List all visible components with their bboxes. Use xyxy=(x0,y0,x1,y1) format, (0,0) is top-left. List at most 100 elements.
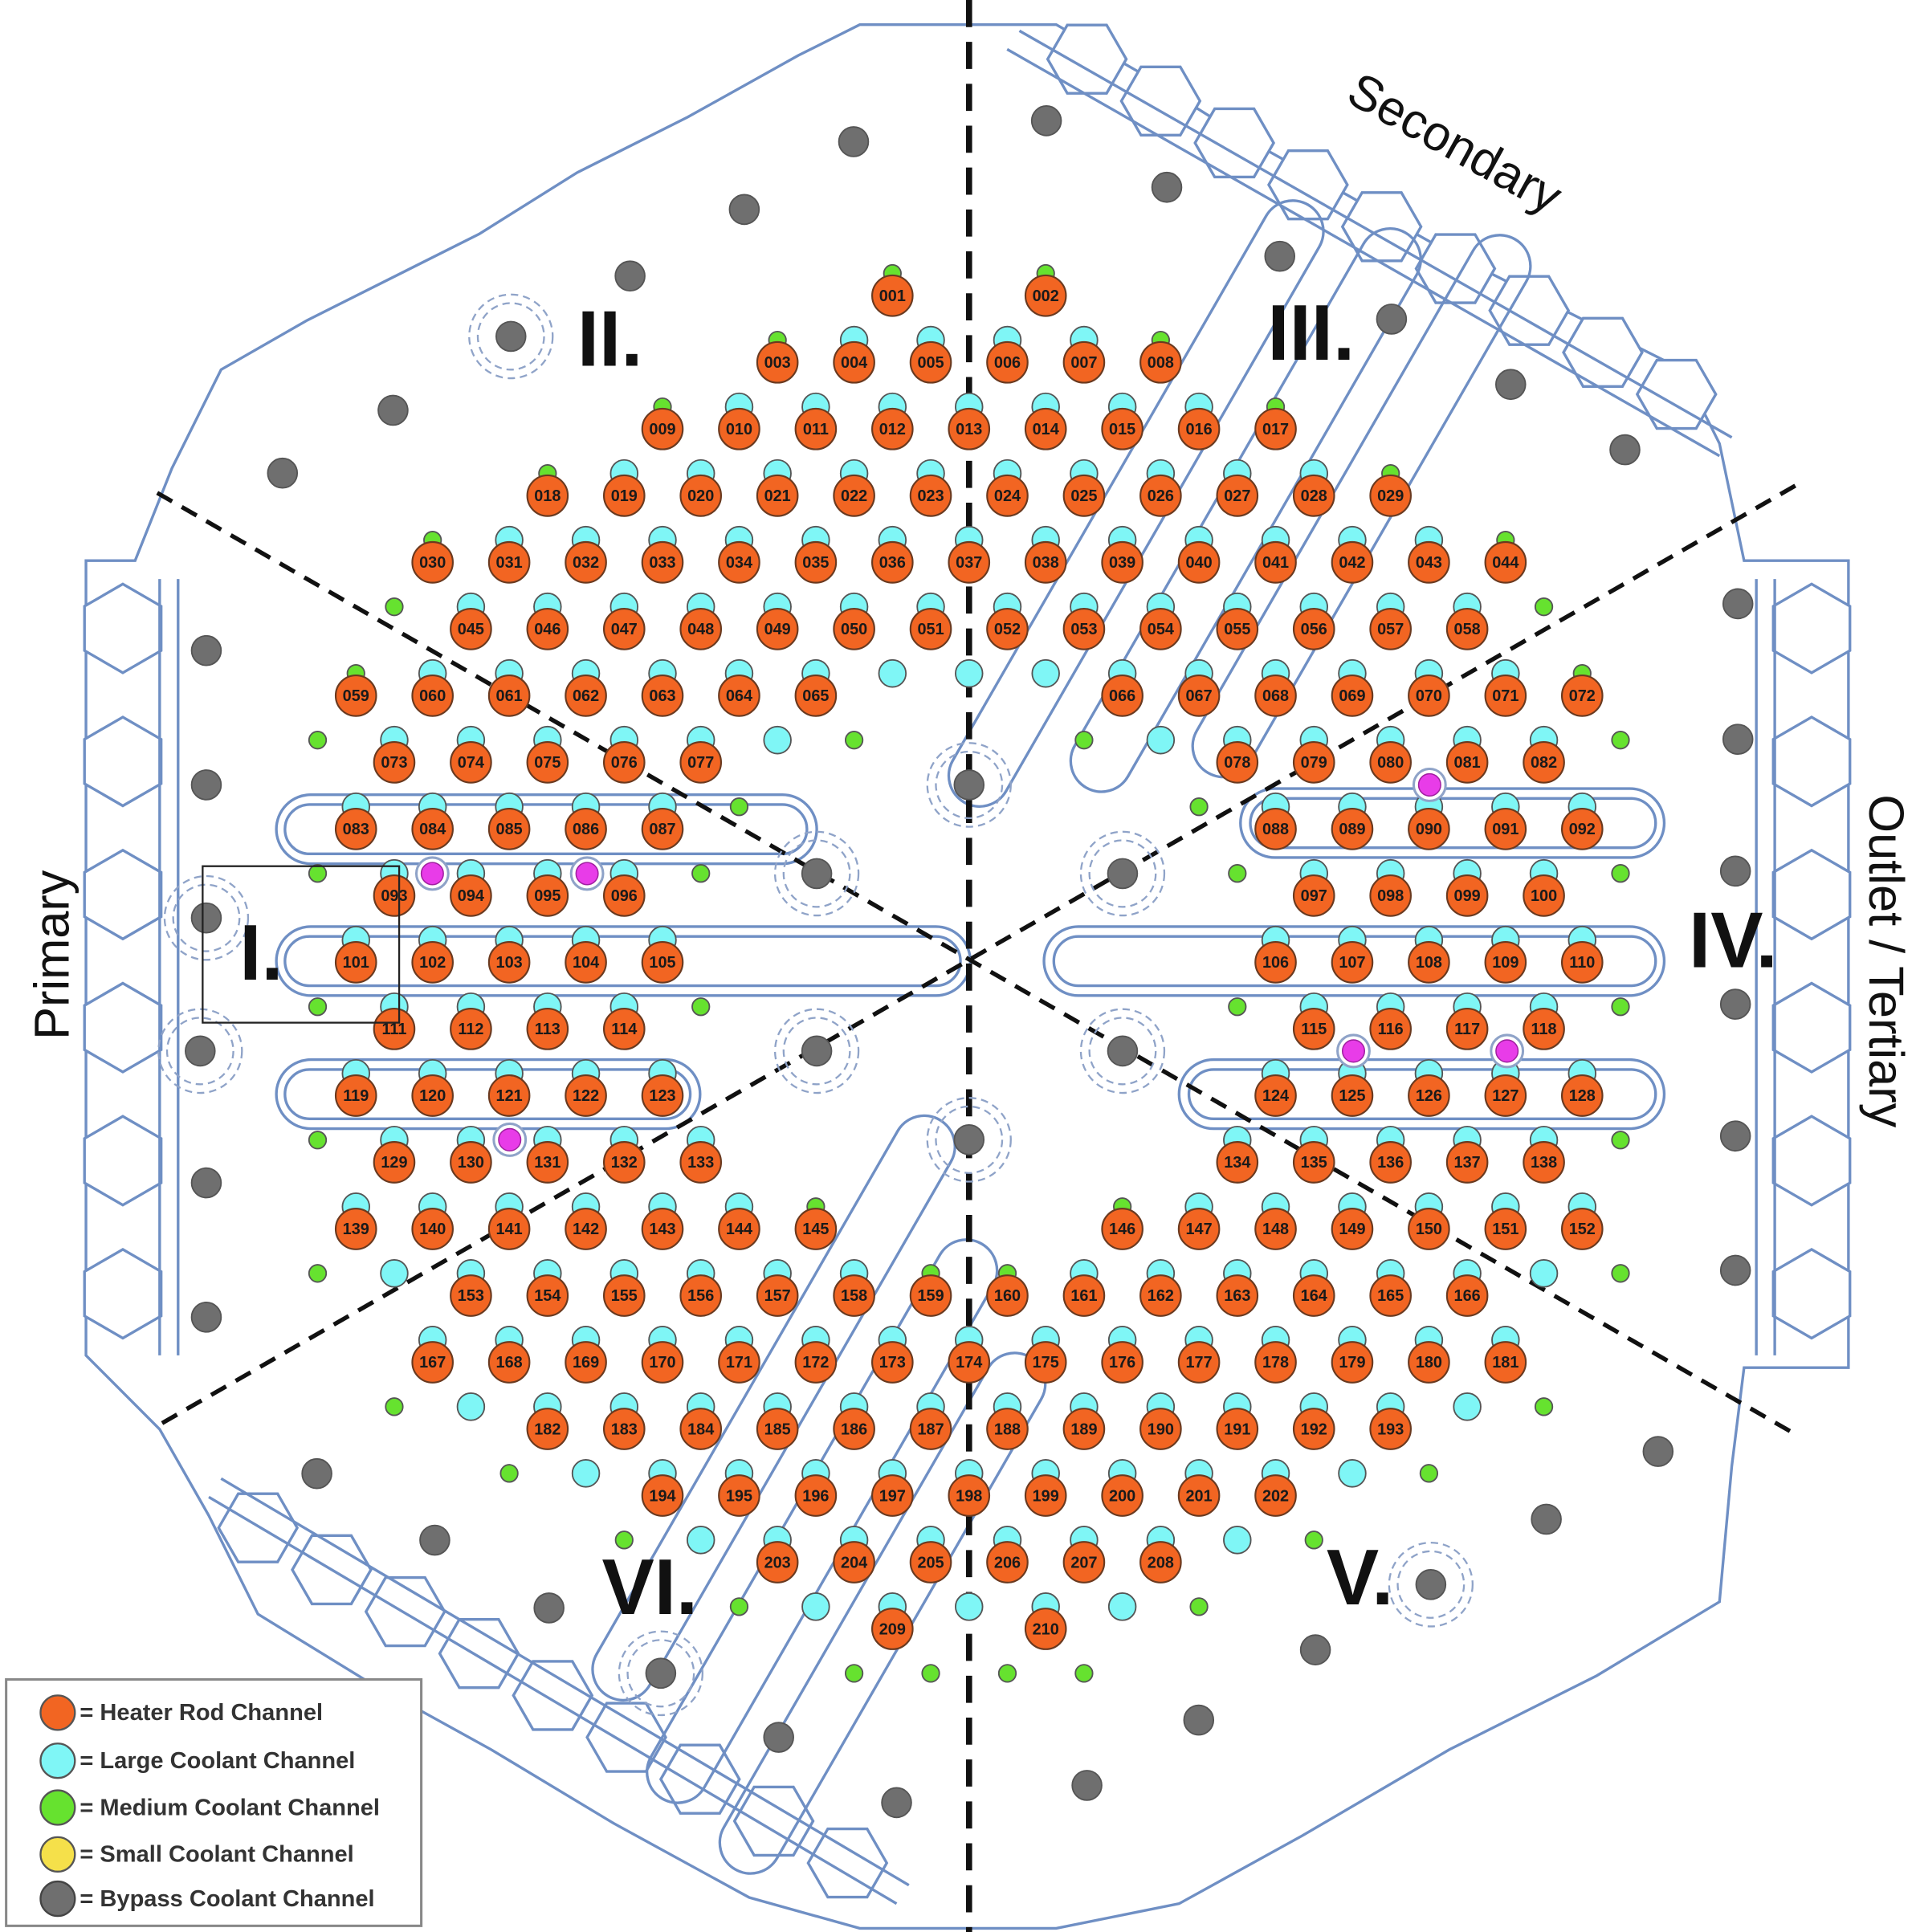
heater-label: 090 xyxy=(1416,821,1442,838)
large-coolant-channel xyxy=(380,1258,409,1288)
heater-label: 117 xyxy=(1454,1021,1480,1038)
sector-divider xyxy=(156,491,1795,1435)
heater-rod-channel xyxy=(411,674,454,717)
heater-rod-channel xyxy=(1560,674,1604,717)
tube xyxy=(1239,787,1666,859)
heater-rod-channel xyxy=(1408,1208,1450,1250)
heater-rod-channel xyxy=(450,874,492,917)
heater-label: 099 xyxy=(1454,887,1481,905)
heater-rod-channel xyxy=(1101,1341,1143,1384)
heater-label: 080 xyxy=(1377,754,1404,772)
heater-rod-channel xyxy=(756,340,799,384)
large-coolant-channel xyxy=(1338,1459,1367,1488)
edge-cell xyxy=(1193,107,1276,179)
bypass-coolant-channel xyxy=(533,1592,565,1624)
heater-label: 121 xyxy=(496,1087,523,1105)
heater-label: 191 xyxy=(1224,1420,1250,1438)
instrument-channel xyxy=(1495,1039,1519,1063)
edge-cell xyxy=(1488,275,1571,346)
medium-coolant-channel xyxy=(921,1664,940,1683)
heater-rod-channel xyxy=(1177,407,1221,450)
heater-rod-channel xyxy=(1216,740,1259,784)
medium-coolant-channel xyxy=(308,997,328,1017)
heater-rod-channel xyxy=(641,674,684,717)
heater-label: 098 xyxy=(1377,887,1404,905)
large-coolant-channel xyxy=(878,658,907,688)
heater-rod-channel xyxy=(1560,807,1604,850)
heater-rod-channel xyxy=(871,1608,914,1650)
heater-rod-channel xyxy=(794,540,838,584)
primary-label: Primary xyxy=(25,870,79,1040)
bypass-coolant-channel xyxy=(953,1124,985,1156)
heater-label: 171 xyxy=(726,1354,752,1372)
bypass-ring xyxy=(1388,1541,1474,1628)
heater-rod-channel xyxy=(1139,607,1182,650)
heater-rod-channel xyxy=(602,1408,646,1450)
heater-rod-channel xyxy=(373,1141,416,1184)
legend-entry: = Bypass Coolant Channel xyxy=(79,1886,374,1912)
heater-label: 116 xyxy=(1378,1021,1404,1038)
bypass-ring xyxy=(1079,830,1166,917)
heater-rod-channel xyxy=(833,1408,875,1450)
heater-label: 189 xyxy=(1070,1420,1097,1438)
large-coolant-channel xyxy=(686,1526,715,1555)
heater-rod-channel xyxy=(641,407,684,450)
heater-label: 177 xyxy=(1186,1354,1213,1372)
heater-rod-channel xyxy=(679,740,723,784)
bypass-coolant-channel xyxy=(267,457,299,489)
heater-label: 115 xyxy=(1301,1021,1327,1038)
heater-label: 128 xyxy=(1569,1087,1596,1105)
bypass-ring xyxy=(157,1008,243,1094)
bypass-ring xyxy=(468,293,554,380)
heater-label: 159 xyxy=(917,1287,944,1305)
heater-label: 196 xyxy=(802,1487,829,1505)
heater-rod-channel xyxy=(334,1208,377,1250)
heater-label: 093 xyxy=(381,887,407,905)
heater-rod-channel xyxy=(641,540,684,584)
heater-label: 053 xyxy=(1070,621,1097,638)
heater-label: 015 xyxy=(1109,421,1135,438)
heater-rod-channel xyxy=(1216,1408,1259,1450)
edge-cell xyxy=(1771,1247,1852,1340)
heater-label: 106 xyxy=(1262,954,1289,972)
legend-swatch xyxy=(39,1789,76,1826)
heater-label: 200 xyxy=(1109,1487,1135,1505)
heater-rod-channel xyxy=(718,407,760,450)
heater-label: 014 xyxy=(1033,421,1059,438)
heater-label: 039 xyxy=(1109,554,1135,572)
channels xyxy=(157,105,1754,1819)
heater-rod-channel xyxy=(526,1008,569,1050)
bypass-coolant-channel xyxy=(190,1301,222,1333)
medium-coolant-channel xyxy=(1074,731,1094,750)
heater-rod-channel xyxy=(1024,1341,1067,1384)
heater-label: 109 xyxy=(1492,954,1519,972)
heater-rod-channel xyxy=(487,540,531,584)
heater-rod-channel xyxy=(565,941,607,984)
bypass-coolant-channel xyxy=(763,1722,794,1753)
heater-rod-channel xyxy=(373,1008,416,1050)
heater-rod-channel xyxy=(602,1141,646,1184)
heater-label: 192 xyxy=(1301,1420,1327,1438)
bypass-ring xyxy=(1396,1550,1466,1619)
legend-swatch xyxy=(39,1836,76,1873)
heater-rod-channel xyxy=(1024,407,1067,450)
heater-rod-channel xyxy=(1369,1008,1412,1050)
heater-label: 096 xyxy=(611,887,638,905)
heater-rod-channel xyxy=(1484,807,1527,850)
heater-rod-channel xyxy=(794,407,838,450)
heater-rod-channel xyxy=(641,941,684,984)
bypass-coolant-channel xyxy=(190,1167,222,1199)
medium-coolant-channel xyxy=(729,1597,749,1616)
heater-label: 010 xyxy=(726,421,752,438)
heater-label: 167 xyxy=(419,1354,446,1372)
heater-label: 134 xyxy=(1224,1154,1250,1172)
heater-rod-channel xyxy=(1292,1008,1335,1050)
heater-label: 082 xyxy=(1531,754,1557,772)
edge-cell xyxy=(364,1575,446,1648)
heater-label: 169 xyxy=(573,1354,599,1372)
heater-label: 110 xyxy=(1569,954,1595,972)
heater-label: 105 xyxy=(649,954,675,972)
heater-label: 198 xyxy=(956,1487,982,1505)
heater-label: 102 xyxy=(419,954,446,972)
heater-label: 100 xyxy=(1531,887,1557,905)
